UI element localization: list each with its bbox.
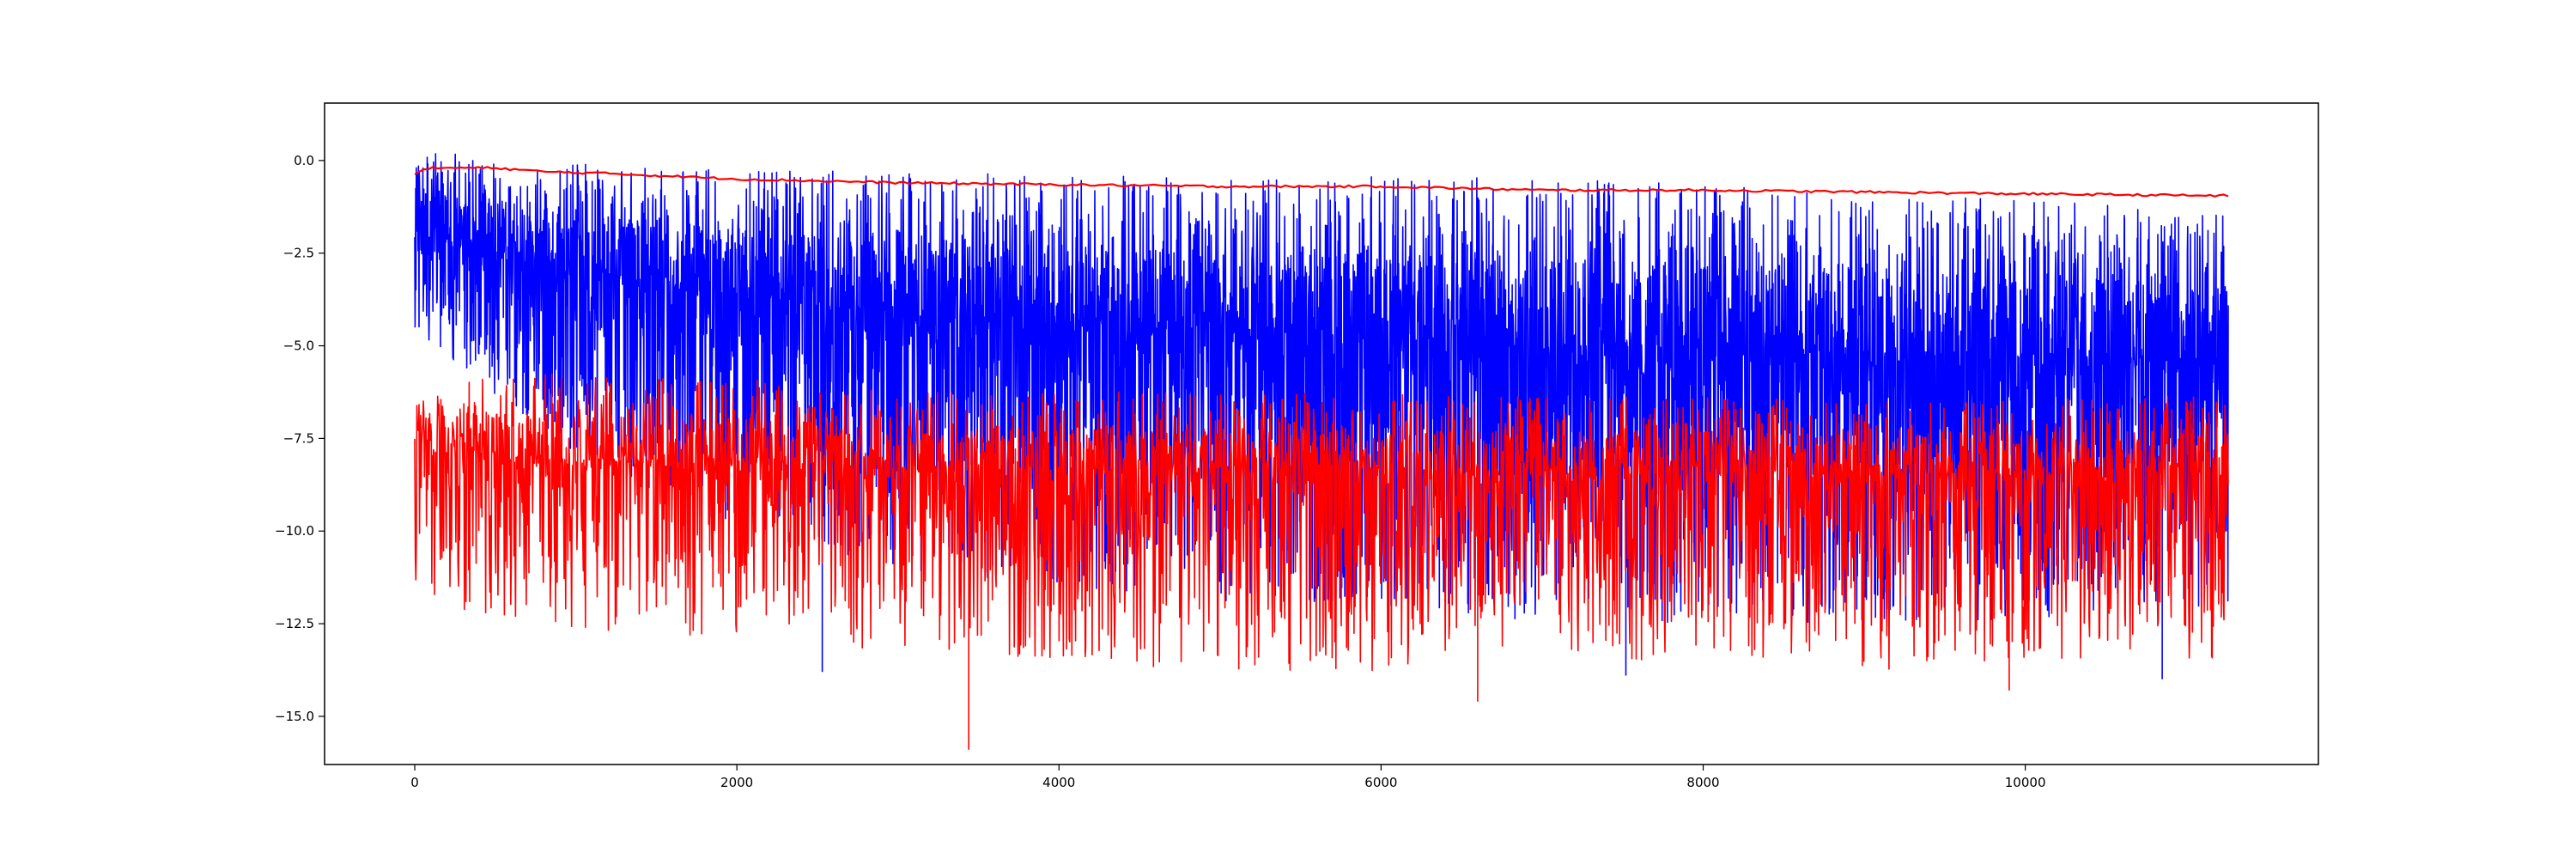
x-tick-label: 4000	[1042, 775, 1075, 790]
y-tick-label: −12.5	[275, 616, 314, 631]
y-tick-label: −15.0	[275, 709, 314, 724]
y-tick-label: −7.5	[283, 430, 314, 446]
x-axis: 0 2000 4000 6000 8000 10000	[410, 765, 2045, 790]
y-tick-label: 0.0	[294, 153, 314, 168]
y-axis: 0.0 −2.5 −5.0 −7.5 −10.0 −12.5 −15.0	[275, 153, 325, 724]
x-tick-label: 8000	[1686, 775, 1719, 790]
x-tick-label: 0	[410, 775, 419, 790]
x-tick-label: 10000	[2005, 775, 2046, 790]
series-line-1	[414, 373, 2229, 750]
y-tick-label: −10.0	[275, 523, 314, 539]
plot-content	[414, 153, 2229, 750]
plot-frame	[324, 102, 2319, 765]
x-tick-label: 6000	[1364, 775, 1397, 790]
series-line-2	[414, 166, 2229, 198]
x-tick-label: 2000	[720, 775, 753, 790]
y-tick-label: −2.5	[283, 246, 314, 261]
y-tick-label: −5.0	[283, 338, 314, 354]
